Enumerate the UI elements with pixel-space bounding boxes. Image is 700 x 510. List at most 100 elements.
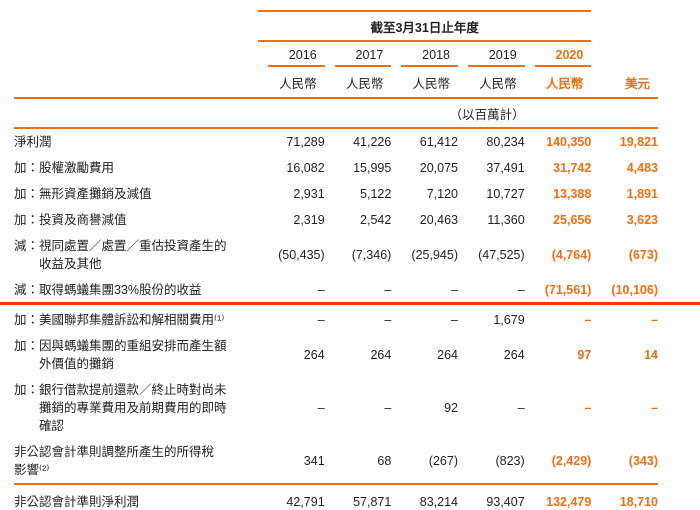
currency-header-rmb-2020: 人民幣: [545, 77, 584, 91]
cell-value: 16,082: [286, 161, 325, 175]
cell-value: (47,525): [478, 248, 525, 262]
row-label: 加： 銀行借款提前還款／終止時對尚未 攤銷的專業費用及前期費用的即時 確認: [14, 381, 258, 435]
cell-value: 97: [577, 348, 592, 362]
cell-value: (50,435): [278, 248, 325, 262]
row-label: 加： 無形資產攤銷及減值: [14, 185, 258, 203]
spacer: [14, 43, 258, 67]
cell-value: (4,764): [551, 248, 592, 262]
cell-value: –: [451, 313, 458, 327]
currency-header-row: 人民幣 人民幣 人民幣 人民幣 人民幣 美元: [14, 67, 658, 97]
row-label-text: 銀行借款提前還款／終止時對尚未 攤銷的專業費用及前期費用的即時 確認: [39, 383, 227, 433]
cell-value: –: [651, 313, 658, 327]
row-label: 減： 取得螞蟻集團33%股份的收益: [14, 281, 258, 299]
year-header-row: 2016 2017 2018 2019 2020: [14, 43, 658, 67]
spacer: [14, 99, 258, 127]
cell-value: 2,542: [360, 213, 392, 227]
cell-value: (25,945): [411, 248, 458, 262]
cell-value: –: [517, 401, 525, 415]
cell-value: 264: [370, 348, 392, 362]
cell-value: 19,821: [619, 135, 658, 149]
row-label: 非公認會計準則淨利潤: [14, 493, 258, 510]
cell-value: –: [317, 313, 325, 327]
cell-value: –: [451, 283, 458, 297]
spacer: [591, 43, 658, 67]
cell-value: –: [317, 401, 325, 415]
currency-header-usd-2020: 美元: [624, 77, 650, 91]
row-label: 加： 投資及商譽減值: [14, 211, 258, 229]
spacer: [591, 10, 658, 42]
row-label-prefix: 加：: [14, 339, 40, 353]
row-label: 淨利潤: [14, 133, 258, 151]
cell-value: 31,742: [553, 161, 592, 175]
cell-value: (823): [495, 454, 525, 468]
cell-value: (71,561): [544, 283, 592, 297]
cell-value: 7,120: [426, 187, 458, 201]
cell-value: (7,346): [351, 248, 392, 262]
cell-value: –: [651, 401, 658, 415]
row-label: 減： 視同處置／處置／重估投資產生的 收益及其他: [14, 237, 258, 273]
cell-value: (673): [628, 248, 658, 262]
period-header-row: 截至3月31日止年度: [14, 10, 658, 42]
cell-value: –: [584, 401, 592, 415]
cell-value: 2,931: [293, 187, 325, 201]
row-label-text: 非公認會計準則淨利潤: [14, 495, 140, 509]
row-label-text: 因與螞蟻集團的重組安排而產生額 外價值的攤銷: [39, 339, 227, 371]
currency-header-rmb-2016: 人民幣: [279, 77, 317, 91]
cell-value: 42,791: [286, 495, 325, 509]
cell-value: 18,710: [619, 495, 658, 509]
horizontal-rule: [14, 483, 658, 485]
cell-value: 140,350: [546, 135, 592, 149]
currency-header-rmb-2017: 人民幣: [345, 77, 384, 91]
cell-value: 25,656: [553, 213, 592, 227]
cell-value: 10,727: [486, 187, 525, 201]
period-title: 截至3月31日止年度: [258, 10, 592, 42]
cell-value: 1,679: [493, 313, 525, 327]
row-label-text: 投資及商譽減值: [39, 213, 127, 227]
cell-value: –: [384, 401, 392, 415]
year-column-header-2020: 2020: [534, 43, 592, 67]
row-label: 加： 美國聯邦集體訴訟和解相關費用⁽¹⁾: [14, 311, 258, 329]
cell-value: 3,623: [626, 213, 658, 227]
cell-value: 264: [503, 348, 525, 362]
cell-value: 20,075: [419, 161, 458, 175]
cell-value: 264: [437, 348, 458, 362]
cell-value: 61,412: [419, 135, 458, 149]
table-row-disposal-gains: 減： 視同處置／處置／重估投資產生的 收益及其他 (50,435) (7,346)…: [14, 233, 658, 277]
horizontal-rule: [14, 127, 658, 129]
cell-value: –: [317, 283, 325, 297]
cell-value: 15,995: [353, 161, 392, 175]
row-label-prefix: 加：: [14, 383, 40, 397]
currency-header-rmb-2018: 人民幣: [412, 77, 450, 91]
cell-value: (10,106): [611, 283, 658, 297]
row-label-prefix: 加：: [14, 161, 40, 175]
cell-value: 11,360: [487, 213, 525, 227]
cell-value: 341: [303, 454, 325, 468]
highlight-underline: [0, 302, 700, 305]
cell-value: 14: [644, 348, 658, 362]
cell-value: 92: [444, 401, 458, 415]
cell-value: 57,871: [353, 495, 392, 509]
cell-value: –: [517, 283, 525, 297]
row-label-text: 視同處置／處置／重估投資產生的 收益及其他: [39, 239, 227, 271]
cell-value: 83,214: [419, 495, 458, 509]
table-row-non-gaap-net-income: 非公認會計準則淨利潤 42,791 57,871 83,214 93,407 1…: [14, 485, 658, 510]
table-row-bank-borrowings-fees: 加： 銀行借款提前還款／終止時對尚未 攤銷的專業費用及前期費用的即時 確認 – –…: [14, 377, 658, 439]
cell-value: –: [384, 313, 392, 327]
row-label-prefix: 加：: [14, 313, 40, 327]
year-column-header-2018: 2018: [401, 43, 458, 67]
cell-value: 68: [377, 454, 392, 468]
cell-value: (2,429): [551, 454, 592, 468]
cell-value: 71,289: [286, 135, 325, 149]
row-label-text: 非公認會計準則調整所產生的所得稅 影響⁽²⁾: [14, 445, 215, 477]
cell-value: 37,491: [486, 161, 525, 175]
cell-value: 80,234: [486, 135, 525, 149]
cell-value: 4,483: [626, 161, 658, 175]
cell-value: 41,226: [353, 135, 392, 149]
row-label-text: 淨利潤: [14, 135, 52, 149]
table-row-intangibles: 加： 無形資產攤銷及減值 2,931 5,122 7,120 10,727 13,…: [14, 181, 658, 207]
currency-header-rmb-2019: 人民幣: [479, 77, 517, 91]
table-row-sbc: 加： 股權激勵費用 16,082 15,995 20,075 37,491 31,…: [14, 155, 658, 181]
cell-value: –: [384, 283, 392, 297]
row-label-text: 美國聯邦集體訴訟和解相關費用⁽¹⁾: [39, 313, 225, 327]
